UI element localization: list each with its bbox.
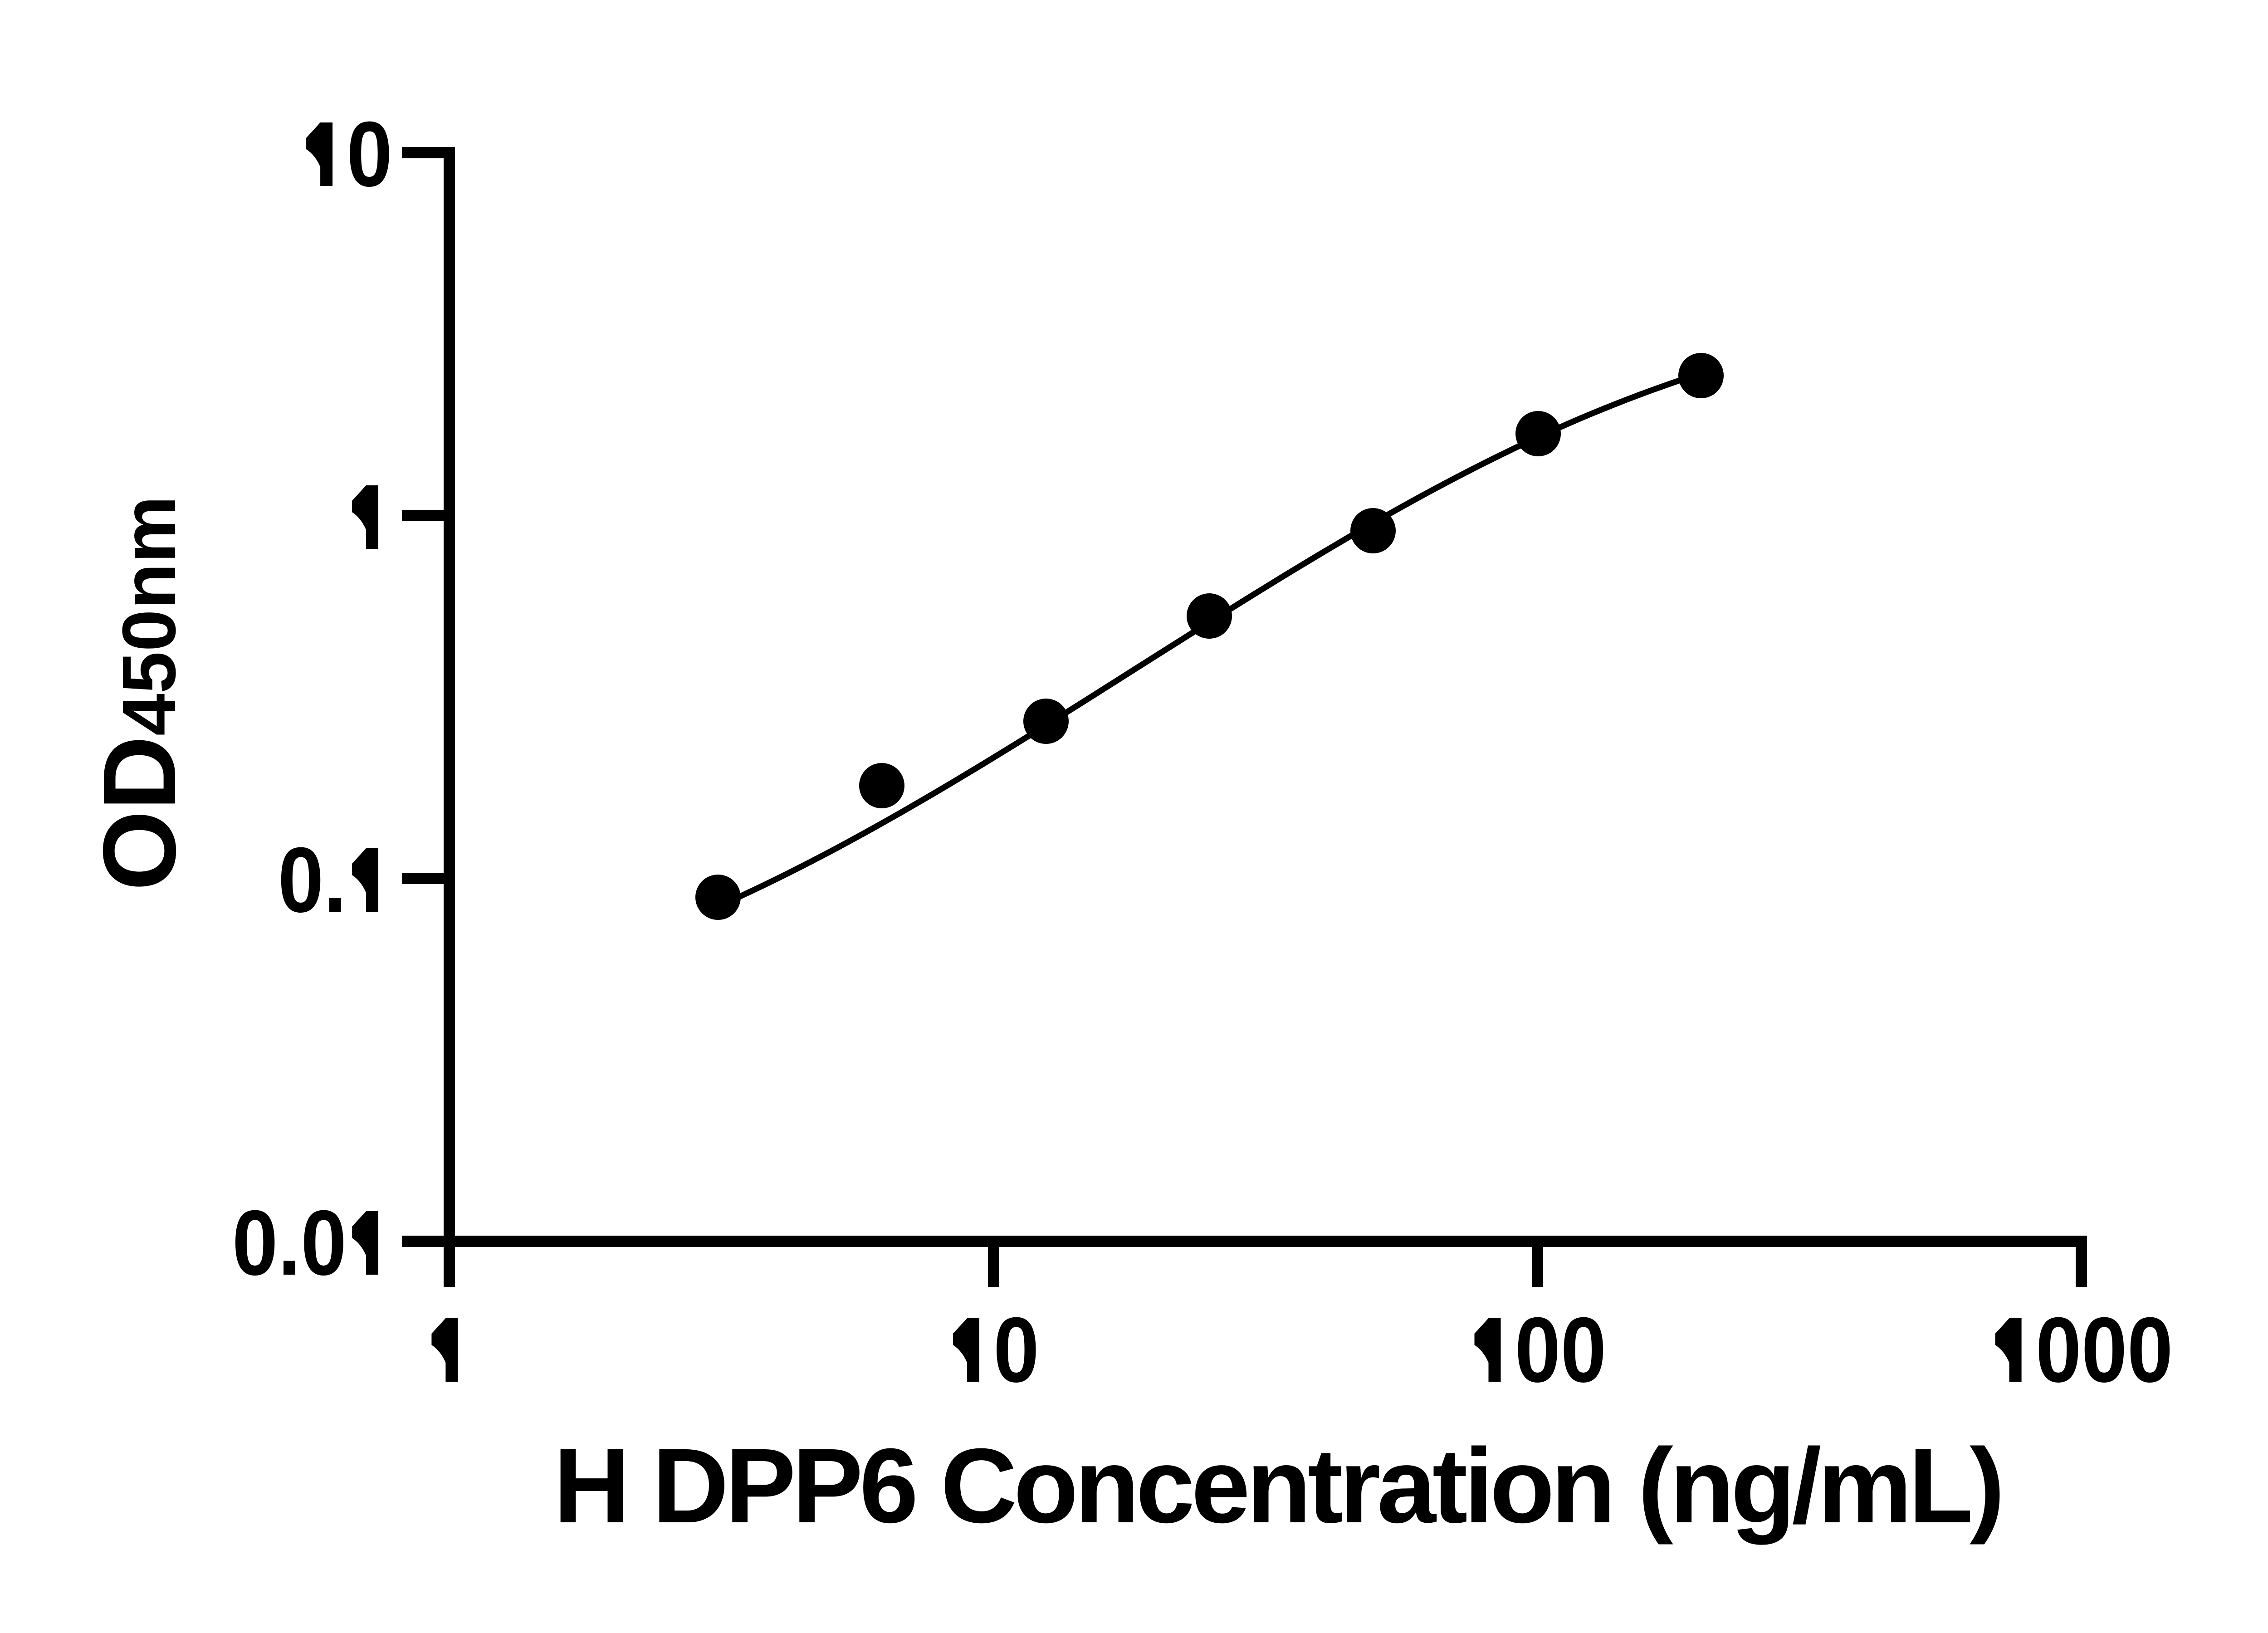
- svg-text:000: 000: [2036, 1298, 2173, 1401]
- svg-text:H DPP6 Concentration (ng/mL): H DPP6 Concentration (ng/mL): [553, 1426, 2005, 1545]
- svg-text:0.0: 0.0: [232, 1191, 347, 1294]
- svg-text:0: 0: [347, 102, 392, 205]
- svg-text:0.: 0.: [278, 828, 347, 931]
- svg-text:00: 00: [1515, 1298, 1607, 1401]
- svg-text:0: 0: [993, 1298, 1039, 1401]
